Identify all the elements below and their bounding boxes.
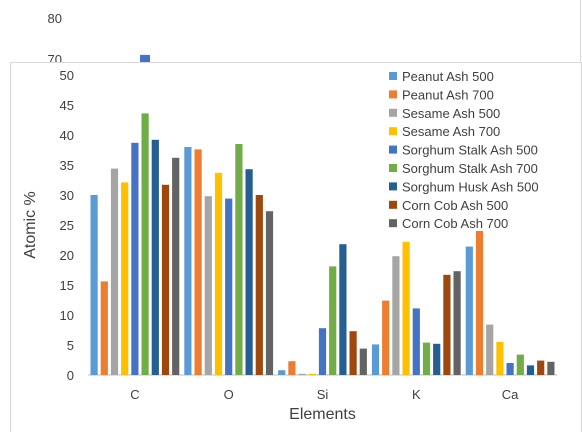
bar <box>329 266 337 375</box>
partial-chart-svg: 80 70 <box>48 11 150 67</box>
tick-label-y: 80 <box>48 11 62 26</box>
legend-label: Peanut Ash 700 <box>402 87 494 102</box>
legend-label: Sorghum Husk Ash 500 <box>402 179 539 194</box>
legend-swatch <box>389 219 397 228</box>
bar <box>121 182 129 375</box>
bar <box>318 328 327 375</box>
main-chart-svg: 0 5 10 15 20 25 30 35 40 45 50 C O Si K Ca Elements Atomi… <box>22 68 557 423</box>
tick-label-y: 45 <box>60 98 74 113</box>
bar <box>245 169 253 375</box>
bar <box>214 172 223 375</box>
legend-swatch <box>389 108 397 117</box>
bar <box>486 324 494 375</box>
tick-label-y: 10 <box>60 308 74 323</box>
legend-label: Sorghum Stalk Ash 500 <box>402 143 538 158</box>
tick-label-y: 30 <box>60 188 74 203</box>
partial-chart-strip: 80 70 <box>12 0 581 67</box>
tick-label-y: 40 <box>60 128 74 143</box>
bar <box>141 113 149 376</box>
bar <box>392 256 400 375</box>
legend-swatch <box>389 200 397 209</box>
legend-label: Sorghum Stalk Ash 700 <box>402 161 538 176</box>
bar <box>339 244 347 375</box>
legend-swatch <box>389 127 397 136</box>
legend-label: Sesame Ash 500 <box>402 106 500 121</box>
tick-label-y: 25 <box>60 218 74 233</box>
bar <box>204 196 212 375</box>
bar <box>349 331 357 375</box>
bar <box>412 308 420 375</box>
bar <box>255 195 263 375</box>
bar <box>465 246 473 375</box>
bar <box>516 354 524 375</box>
bar <box>537 360 545 375</box>
tick-label-y: 70 <box>48 52 62 62</box>
bar <box>547 361 555 375</box>
main-chart-area: 0 5 10 15 20 25 30 35 40 45 50 C O Si K Ca Elements Atomi… <box>10 62 582 432</box>
tick-label-x: C <box>130 387 139 402</box>
y-axis-title: Atomic % <box>22 191 39 259</box>
bar <box>100 281 108 375</box>
bar <box>475 231 484 375</box>
legend-label: Corn Cob Ash 500 <box>402 198 508 213</box>
bar <box>433 343 441 375</box>
tick-label-x: Ca <box>502 387 519 402</box>
bar <box>225 198 233 375</box>
bar <box>308 373 316 375</box>
tick-label-y: 0 <box>67 368 74 383</box>
bar <box>161 184 170 375</box>
legend-swatch <box>389 182 397 191</box>
bar <box>359 348 367 375</box>
bar <box>194 149 202 375</box>
bar <box>140 54 150 62</box>
bar <box>131 142 139 375</box>
bar <box>453 271 461 375</box>
bar <box>443 274 451 375</box>
bar <box>506 363 514 375</box>
bar <box>278 370 286 375</box>
legend-label: Sesame Ash 700 <box>402 124 500 139</box>
legend-label: Peanut Ash 500 <box>402 69 494 84</box>
legend-swatch <box>389 72 397 80</box>
bar <box>110 168 119 375</box>
bar <box>172 157 180 375</box>
bar <box>288 361 296 375</box>
tick-label-y: 15 <box>60 278 74 293</box>
bar <box>382 300 390 375</box>
tick-label-y: 20 <box>60 248 74 263</box>
bar <box>235 144 243 375</box>
bar <box>402 241 410 375</box>
x-axis-title: Elements <box>289 406 356 423</box>
legend-swatch <box>389 145 397 154</box>
bar <box>184 147 192 375</box>
tick-label-x: Si <box>317 387 329 402</box>
legend-label: Corn Cob Ash 700 <box>402 216 508 231</box>
legend-swatch <box>389 90 397 99</box>
tick-label-y: 35 <box>60 158 74 173</box>
bar <box>526 365 535 375</box>
bar <box>496 342 504 375</box>
bar <box>90 195 98 375</box>
tick-label-y: 50 <box>60 68 74 83</box>
bar <box>298 373 306 375</box>
tick-label-y: 5 <box>67 338 74 353</box>
tick-label-x: O <box>224 387 234 402</box>
bar <box>371 344 380 375</box>
bar <box>422 342 431 375</box>
bar <box>151 139 159 375</box>
tick-label-x: K <box>412 387 421 402</box>
legend-swatch <box>389 164 397 172</box>
bar <box>265 211 274 375</box>
